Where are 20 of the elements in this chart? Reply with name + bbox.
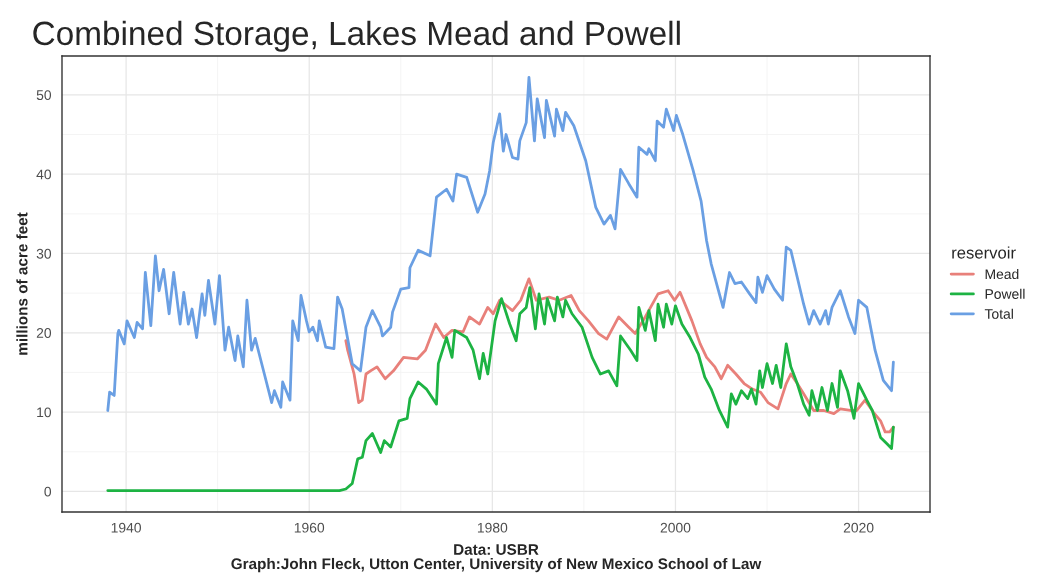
x-tick-label: 1980 [477, 522, 508, 533]
legend-label: Mead [985, 268, 1019, 280]
legend-title: reservoir [952, 246, 1016, 259]
x-tick-label: 2000 [660, 522, 691, 533]
y-axis-title: millions of acre feet [16, 212, 28, 355]
x-tick-label: 2020 [843, 522, 874, 533]
legend-label: Powell [985, 288, 1025, 299]
y-tick-label: 30 [36, 248, 52, 259]
y-tick-label: 10 [37, 407, 52, 418]
legend-label: Total [984, 308, 1013, 319]
y-tick-label: 20 [36, 328, 52, 338]
x-axis-title: Data: USBR Graph:John Fleck, Utton Center, University of New Mexico School of Law [231, 544, 762, 573]
line-series [106, 286, 895, 492]
x-tick-label: 1960 [294, 522, 325, 533]
chart-title: Combined Storage, Lakes Mead and Powell [33, 20, 680, 52]
y-tick-label: 40 [36, 169, 52, 180]
line-series [106, 76, 895, 412]
y-tick-label: 0 [44, 486, 52, 497]
x-tick-label: 1940 [111, 522, 141, 533]
y-tick-label: 50 [36, 90, 52, 101]
